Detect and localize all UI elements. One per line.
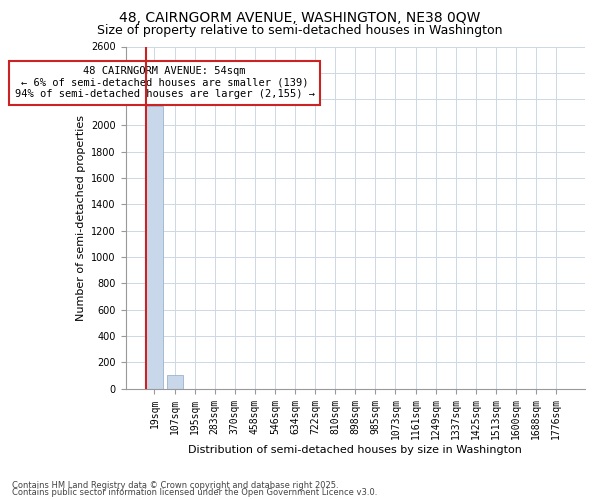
Text: Size of property relative to semi-detached houses in Washington: Size of property relative to semi-detach… [97,24,503,37]
Text: Contains public sector information licensed under the Open Government Licence v3: Contains public sector information licen… [12,488,377,497]
Y-axis label: Number of semi-detached properties: Number of semi-detached properties [76,114,86,320]
Bar [167,376,182,388]
Bar [146,106,163,389]
Text: Contains HM Land Registry data © Crown copyright and database right 2025.: Contains HM Land Registry data © Crown c… [12,480,338,490]
Text: 48 CAIRNGORM AVENUE: 54sqm
← 6% of semi-detached houses are smaller (139)
94% of: 48 CAIRNGORM AVENUE: 54sqm ← 6% of semi-… [14,66,314,100]
X-axis label: Distribution of semi-detached houses by size in Washington: Distribution of semi-detached houses by … [188,445,522,455]
Text: 48, CAIRNGORM AVENUE, WASHINGTON, NE38 0QW: 48, CAIRNGORM AVENUE, WASHINGTON, NE38 0… [119,11,481,25]
